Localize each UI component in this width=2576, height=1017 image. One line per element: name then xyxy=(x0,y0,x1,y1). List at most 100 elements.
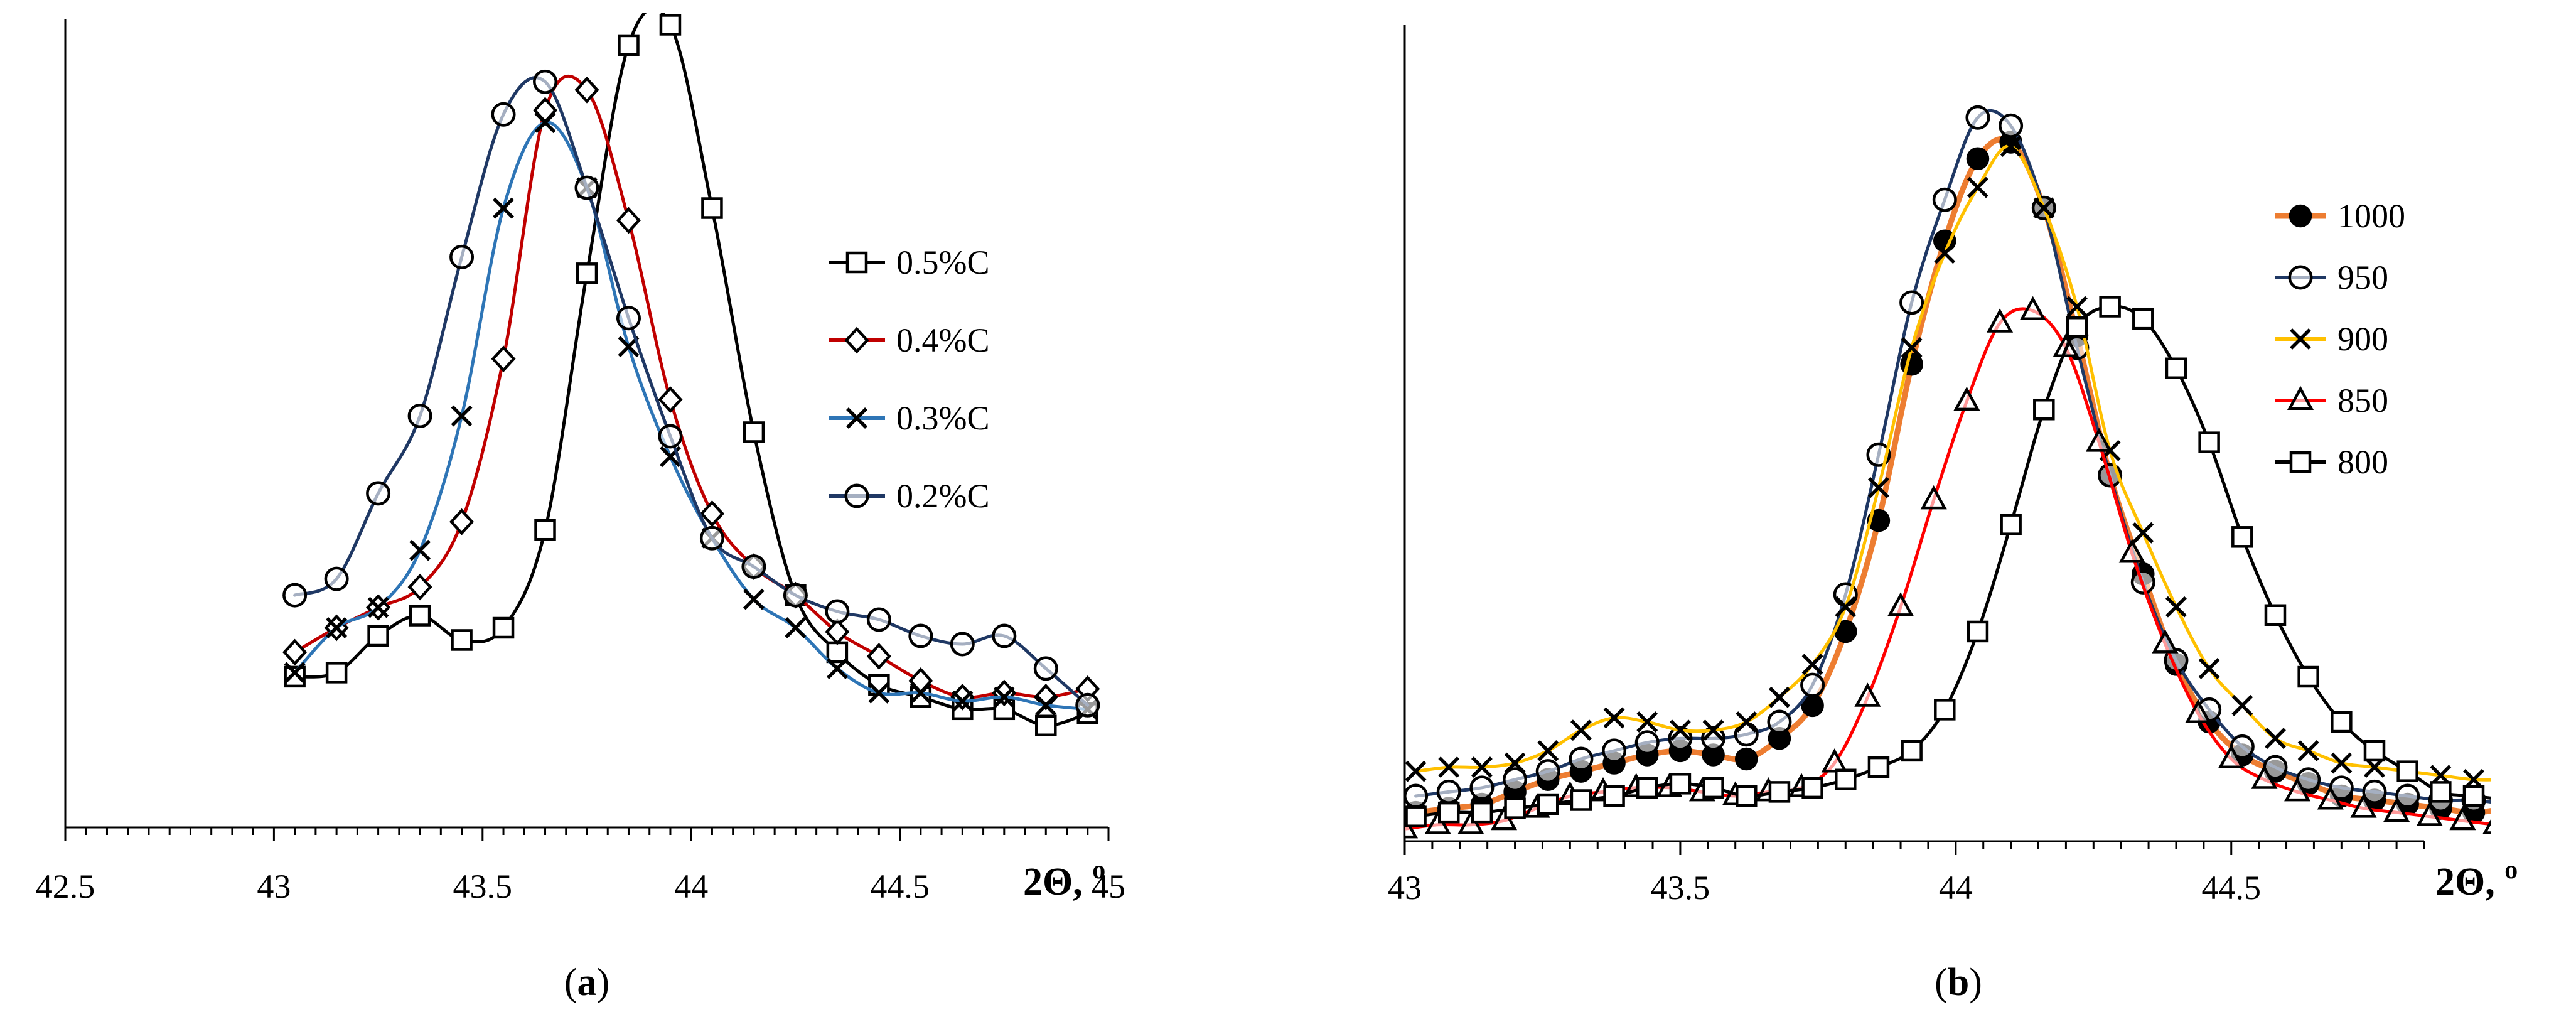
data-point xyxy=(1603,707,1625,729)
caption-b: (b) xyxy=(1935,961,1982,1004)
series-line xyxy=(1413,136,2491,815)
data-point xyxy=(1570,719,1592,741)
data-point xyxy=(1636,777,1658,799)
data-point xyxy=(1800,672,1825,697)
data-point xyxy=(658,386,683,413)
data-point xyxy=(1801,777,1823,799)
data-point xyxy=(2198,657,2220,679)
legend-marker xyxy=(845,251,868,274)
legend-marker xyxy=(2289,451,2312,473)
data-point xyxy=(1934,699,1956,721)
data-point xyxy=(1471,801,1493,824)
data-point xyxy=(2019,296,2046,321)
data-point xyxy=(1537,740,1559,761)
series-0-4-c xyxy=(282,74,1100,711)
data-point xyxy=(1854,682,1881,707)
data-point xyxy=(1887,592,1914,616)
data-point xyxy=(1438,756,1460,778)
data-point xyxy=(282,583,308,608)
data-point xyxy=(2118,539,2145,563)
data-point xyxy=(284,662,306,684)
data-point xyxy=(868,682,890,704)
data-point xyxy=(1835,768,1857,790)
data-point xyxy=(1899,290,1924,315)
data-point xyxy=(2496,797,2518,819)
data-point xyxy=(1636,711,1658,733)
x-tick-label: 44 xyxy=(674,868,708,905)
legend-item: 800 xyxy=(2275,443,2388,481)
data-point xyxy=(491,102,516,127)
data-point xyxy=(1603,785,1625,807)
data-point xyxy=(1966,147,1990,170)
series-line xyxy=(1414,144,2491,782)
data-point xyxy=(950,632,975,657)
data-point xyxy=(367,596,389,618)
data-point xyxy=(1436,779,1461,804)
data-point xyxy=(2498,770,2516,789)
data-point xyxy=(2265,728,2286,750)
data-point xyxy=(2496,794,2518,815)
data-point xyxy=(2383,797,2410,822)
legend-marker xyxy=(846,407,867,429)
data-point xyxy=(451,629,473,651)
data-point xyxy=(407,404,432,429)
data-point xyxy=(534,112,556,134)
legend-item: 1000 xyxy=(2275,197,2405,235)
data-point xyxy=(576,262,598,284)
data-point xyxy=(1535,759,1560,784)
data-point xyxy=(783,583,808,608)
data-point xyxy=(1405,805,1427,827)
data-point xyxy=(616,207,641,234)
data-point xyxy=(1867,756,1890,778)
data-point xyxy=(2033,197,2055,219)
data-point xyxy=(2185,699,2212,723)
data-point xyxy=(952,690,974,712)
x-tick-label: 44.5 xyxy=(870,868,930,905)
legend-item: 0.2%C xyxy=(829,477,990,515)
series-800 xyxy=(1405,296,2516,827)
x-axis-title-b: 2Θ, o xyxy=(2435,856,2518,903)
data-point xyxy=(1634,730,1660,755)
data-point xyxy=(1965,105,1990,130)
legend-item: 0.4%C xyxy=(829,321,990,359)
data-point xyxy=(866,607,891,632)
legend-label: 950 xyxy=(2337,259,2388,296)
data-point xyxy=(2498,791,2516,810)
data-point xyxy=(2297,665,2319,688)
data-point xyxy=(910,682,931,704)
data-point xyxy=(1669,719,1691,741)
data-point xyxy=(1901,740,1923,762)
data-point xyxy=(1999,113,2024,138)
data-point xyxy=(2165,357,2187,379)
data-point xyxy=(1735,747,1758,771)
data-point xyxy=(2284,777,2311,802)
data-point xyxy=(1075,692,1100,718)
legend-marker xyxy=(2290,328,2311,350)
data-point xyxy=(1668,726,1693,751)
legend-item: 950 xyxy=(2275,259,2388,296)
caption-a: (a) xyxy=(564,961,609,1004)
data-point xyxy=(2396,760,2418,782)
data-point xyxy=(449,508,475,535)
series-line xyxy=(1414,109,2491,804)
data-point xyxy=(825,599,850,624)
data-point xyxy=(1701,726,1726,751)
data-point xyxy=(2132,522,2154,544)
data-point xyxy=(1033,656,1058,681)
data-point xyxy=(2152,629,2179,654)
data-point xyxy=(284,665,306,688)
data-point xyxy=(1405,783,1429,809)
data-point xyxy=(1920,485,1947,510)
data-point xyxy=(1967,176,1988,198)
legend-item: 0.3%C xyxy=(829,399,990,437)
series-line xyxy=(293,74,1090,699)
legend-marker xyxy=(2288,265,2313,290)
data-point xyxy=(1702,777,1724,799)
data-point xyxy=(2099,296,2121,318)
x-tick-label: 43.5 xyxy=(1651,869,1710,907)
data-point xyxy=(451,405,473,427)
data-point xyxy=(1569,746,1594,772)
data-point xyxy=(2331,752,2353,774)
data-point xyxy=(616,306,641,331)
